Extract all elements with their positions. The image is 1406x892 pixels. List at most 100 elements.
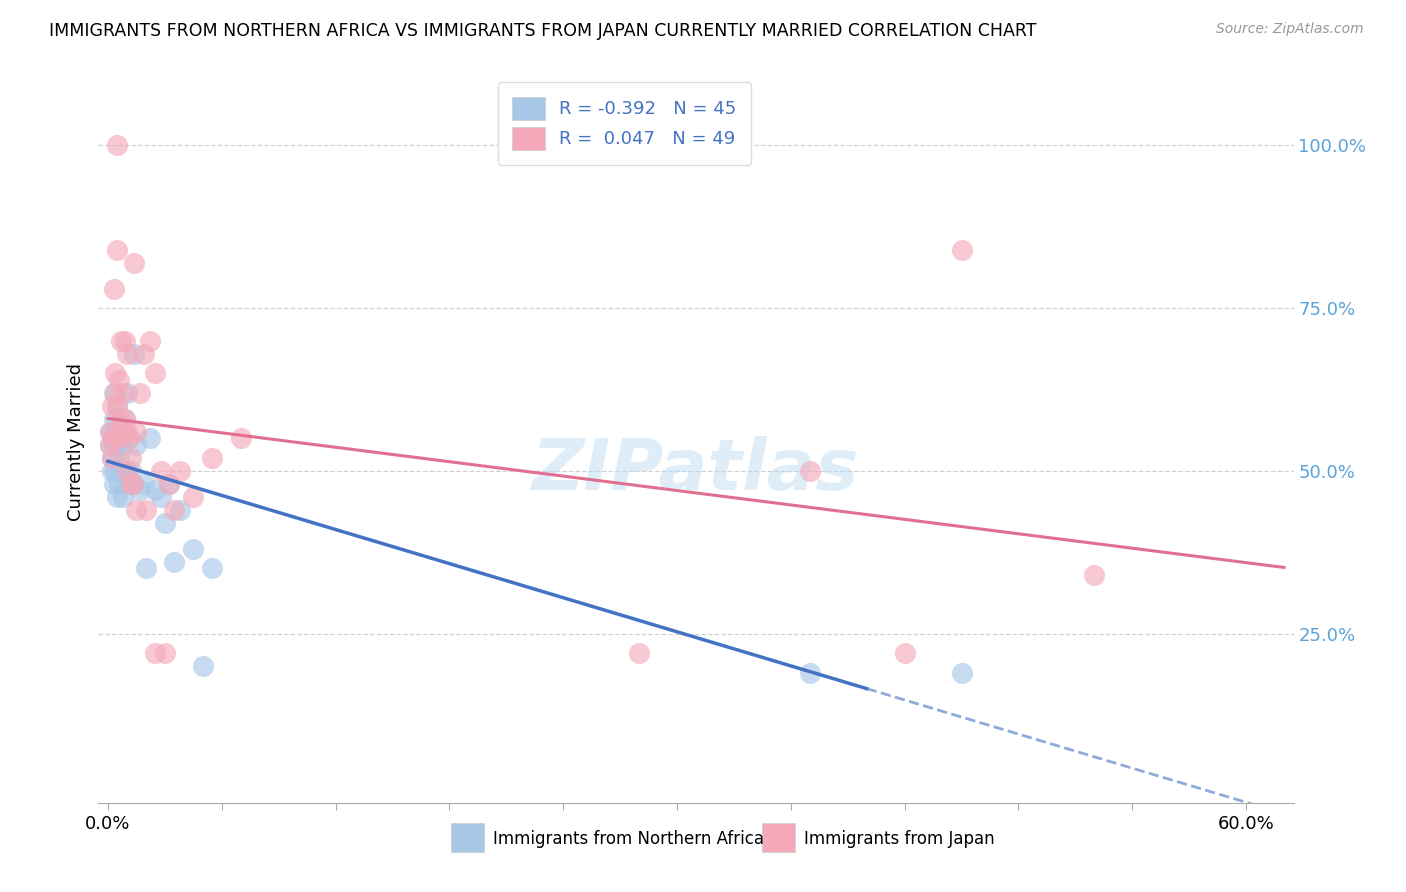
Legend: R = -0.392   N = 45, R =  0.047   N = 49: R = -0.392 N = 45, R = 0.047 N = 49	[498, 82, 751, 165]
Point	[143, 366, 166, 380]
Point	[157, 476, 180, 491]
Point	[129, 385, 152, 400]
Point	[105, 418, 128, 433]
Point	[118, 431, 141, 445]
Point	[105, 243, 128, 257]
Point	[124, 255, 146, 269]
Point	[201, 450, 224, 465]
Point	[125, 438, 148, 452]
Point	[108, 431, 131, 445]
Point	[108, 373, 131, 387]
Text: Source: ZipAtlas.com: Source: ZipAtlas.com	[1216, 22, 1364, 37]
Point	[121, 476, 143, 491]
Text: IMMIGRANTS FROM NORTHERN AFRICA VS IMMIGRANTS FROM JAPAN CURRENTLY MARRIED CORRE: IMMIGRANTS FROM NORTHERN AFRICA VS IMMIG…	[49, 22, 1036, 40]
Point	[628, 646, 651, 660]
Point	[124, 346, 146, 360]
Point	[163, 503, 186, 517]
Point	[143, 483, 166, 498]
Point	[169, 503, 191, 517]
Point	[100, 464, 122, 478]
Point	[115, 346, 138, 360]
Point	[135, 561, 157, 575]
Point	[104, 366, 127, 380]
Point	[129, 483, 152, 498]
Point	[112, 425, 135, 439]
Point	[125, 425, 148, 439]
Point	[108, 476, 131, 491]
Point	[181, 541, 204, 556]
Point	[103, 411, 125, 425]
Point	[135, 503, 157, 517]
Point	[108, 425, 131, 439]
Point	[120, 464, 142, 478]
Point	[138, 431, 160, 445]
Point	[115, 425, 138, 439]
Point	[201, 561, 224, 575]
Point	[100, 450, 122, 465]
Point	[112, 385, 135, 400]
Point	[1083, 568, 1105, 582]
Point	[799, 665, 821, 680]
Point	[132, 346, 155, 360]
FancyBboxPatch shape	[451, 823, 485, 852]
Point	[100, 450, 122, 465]
Point	[112, 490, 135, 504]
Point	[98, 438, 121, 452]
Point	[950, 243, 973, 257]
Point	[118, 431, 141, 445]
Point	[181, 490, 204, 504]
Point	[114, 476, 136, 491]
Point	[100, 431, 122, 445]
Point	[153, 646, 176, 660]
Point	[115, 464, 138, 478]
Point	[98, 425, 121, 439]
Point	[120, 450, 142, 465]
Point	[893, 646, 915, 660]
Point	[121, 476, 143, 491]
Point	[157, 476, 180, 491]
Point	[104, 385, 127, 400]
Point	[103, 282, 125, 296]
Text: Immigrants from Northern Africa: Immigrants from Northern Africa	[494, 830, 763, 848]
Point	[103, 476, 125, 491]
Point	[950, 665, 973, 680]
Text: Immigrants from Japan: Immigrants from Japan	[804, 830, 994, 848]
FancyBboxPatch shape	[762, 823, 796, 852]
Point	[104, 464, 127, 478]
Point	[229, 431, 252, 445]
Point	[110, 411, 132, 425]
Point	[105, 431, 128, 445]
Point	[114, 334, 136, 348]
Point	[103, 431, 125, 445]
Point	[143, 646, 166, 660]
Point	[104, 425, 127, 439]
Point	[105, 399, 128, 413]
Text: ZIPatlas: ZIPatlas	[533, 436, 859, 505]
Point	[114, 411, 136, 425]
Y-axis label: Currently Married: Currently Married	[66, 362, 84, 521]
Point	[112, 438, 135, 452]
Point	[105, 138, 128, 153]
Point	[98, 425, 121, 439]
Point	[105, 399, 128, 413]
Point	[103, 385, 125, 400]
Point	[110, 425, 132, 439]
Point	[110, 464, 132, 478]
Point	[132, 476, 155, 491]
Point	[120, 476, 142, 491]
Point	[105, 490, 128, 504]
Point	[98, 438, 121, 452]
Point	[191, 659, 214, 673]
Point	[100, 399, 122, 413]
Point	[150, 490, 173, 504]
Point	[115, 464, 138, 478]
Point	[163, 555, 186, 569]
Point	[125, 503, 148, 517]
Point	[138, 334, 160, 348]
Point	[169, 464, 191, 478]
Point	[108, 450, 131, 465]
Point	[153, 516, 176, 530]
Point	[115, 385, 138, 400]
Point	[104, 438, 127, 452]
Point	[799, 464, 821, 478]
